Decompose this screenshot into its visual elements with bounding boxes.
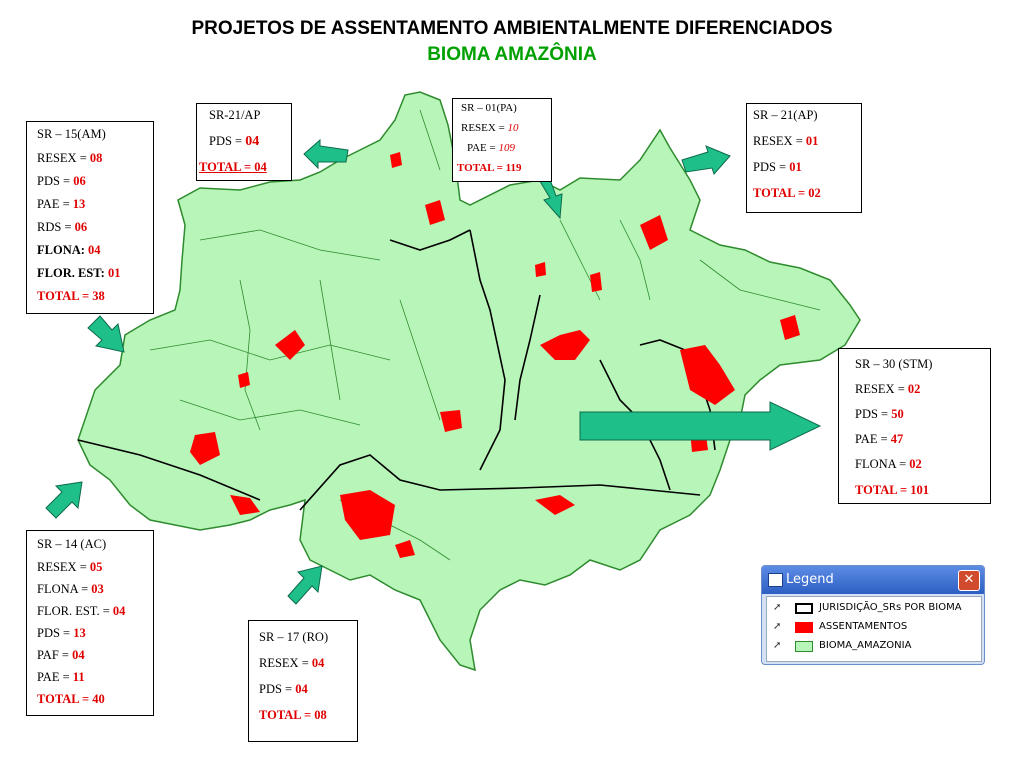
outline-swatch-icon <box>795 603 813 614</box>
legend-close-button[interactable]: ✕ <box>958 570 980 591</box>
legend-list-icon <box>768 573 783 587</box>
box-row: RESEX = 08 <box>37 151 103 165</box>
pointer-icon: ➚ <box>773 602 782 613</box>
box-header: SR – 15(AM) <box>37 127 106 141</box>
box-row: RESEX = 04 <box>259 656 325 670</box>
info-box-sr21-ap-pds: SR-21/AP PDS = 04 TOTAL = 04 <box>196 103 292 181</box>
box-row: RDS = 06 <box>37 220 88 234</box>
box-header: SR – 21(AP) <box>753 108 818 122</box>
box-row: RESEX = 05 <box>37 560 103 574</box>
box-row: FLOR. EST. = 04 <box>37 604 126 618</box>
box-total: TOTAL = 08 <box>259 708 327 722</box>
box-row: RESEX = 10 <box>461 122 519 134</box>
legend-item-label: BIOMA_AMAZONIA <box>819 640 912 651</box>
pointer-icon: ➚ <box>773 621 782 632</box>
info-box-sr17-ro: SR – 17 (RO) RESEX = 04 PDS = 04 TOTAL =… <box>248 620 358 742</box>
arrow-sr21a <box>303 138 349 170</box>
arrows <box>45 138 822 605</box>
red-swatch-icon <box>795 622 813 633</box>
box-row: PDS = 13 <box>37 626 86 640</box>
box-row: PDS = 01 <box>753 160 802 174</box>
info-box-sr15-am: SR – 15(AM) RESEX = 08 PDS = 06 PAE = 13… <box>26 121 154 314</box>
box-row: FLOR. EST: 01 <box>37 266 121 280</box>
box-header: SR – 01(PA) <box>461 102 517 114</box>
green-swatch-icon <box>795 641 813 652</box>
box-total: TOTAL = 101 <box>855 483 930 497</box>
info-box-sr01-pa: SR – 01(PA) RESEX = 10 PAE = 109 TOTAL =… <box>452 98 552 182</box>
box-row: PDS = 06 <box>37 174 86 188</box>
box-row: PAE = 109 <box>467 142 515 154</box>
box-total: TOTAL = 02 <box>753 186 821 200</box>
box-row: RESEX = 01 <box>753 134 819 148</box>
box-header: SR – 14 (AC) <box>37 537 107 551</box>
box-row: PDS = 04 <box>209 134 260 149</box>
arrow-sr17 <box>287 565 323 605</box>
box-row: PAE = 11 <box>37 670 85 684</box>
box-row: FLONA: 04 <box>37 243 101 257</box>
box-total: TOTAL = 40 <box>37 692 105 706</box>
info-box-sr14-ac: SR – 14 (AC) RESEX = 05 FLONA = 03 FLOR.… <box>26 530 154 716</box>
box-row: PAE = 47 <box>855 432 904 446</box>
box-total: TOTAL = 04 <box>199 160 267 174</box>
legend-item-label: JURISDIÇÃO_SRs POR BIOMA <box>819 602 962 613</box>
box-row: PAE = 13 <box>37 197 86 211</box>
box-total: TOTAL = 119 <box>457 162 522 174</box>
arrow-sr21b <box>681 145 731 175</box>
pointer-icon: ➚ <box>773 640 782 651</box>
arrow-sr15 <box>87 315 125 353</box>
legend-item-label: ASSENTAMENTOS <box>819 621 908 632</box>
arrow-sr30 <box>579 401 822 451</box>
page-subtitle: BIOMA AMAZÔNIA <box>427 44 597 65</box>
arrow-sr14 <box>45 481 83 519</box>
box-row: RESEX = 02 <box>855 382 921 396</box>
info-box-sr30-stm: SR – 30 (STM) RESEX = 02 PDS = 50 PAE = … <box>838 348 991 504</box>
legend-title: Legend <box>786 572 834 587</box>
legend-titlebar[interactable]: Legend <box>762 566 984 594</box>
box-row: FLONA = 02 <box>855 457 922 471</box>
box-row: FLONA = 03 <box>37 582 104 596</box>
box-header: SR-21/AP <box>209 108 261 122</box>
box-row: PDS = 04 <box>259 682 308 696</box>
info-box-sr21-ap: SR – 21(AP) RESEX = 01 PDS = 01 TOTAL = … <box>746 103 862 213</box>
page-title: PROJETOS DE ASSENTAMENTO AMBIENTALMENTE … <box>191 18 833 39</box>
box-header: SR – 30 (STM) <box>855 357 933 371</box>
box-row: PAF = 04 <box>37 648 85 662</box>
legend-body: ➚ JURISDIÇÃO_SRs POR BIOMA ➚ ASSENTAMENT… <box>766 596 982 662</box>
box-row: PDS = 50 <box>855 407 904 421</box>
box-total: TOTAL = 38 <box>37 289 105 303</box>
box-header: SR – 17 (RO) <box>259 630 329 644</box>
legend-window: Legend ✕ ➚ JURISDIÇÃO_SRs POR BIOMA ➚ AS… <box>761 565 985 665</box>
